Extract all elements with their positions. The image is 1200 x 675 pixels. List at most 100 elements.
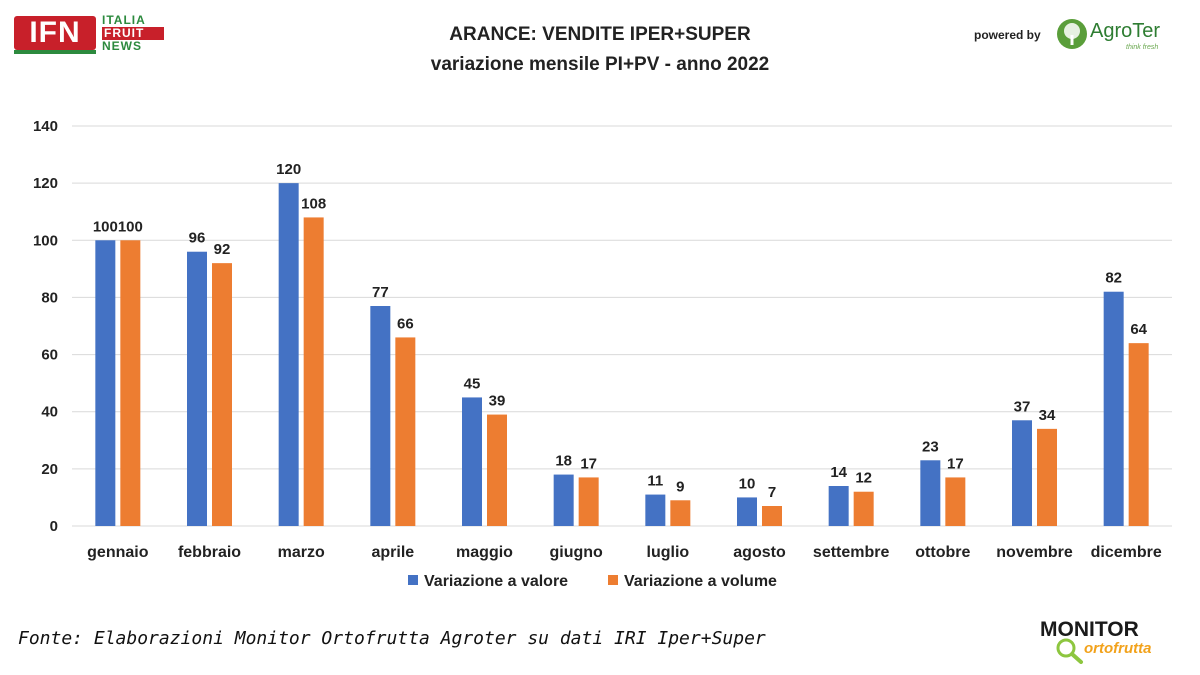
x-category-label: dicembre: [1091, 544, 1162, 561]
monitor-logo-bottom: ortofrutta: [1084, 640, 1152, 657]
x-category-label: aprile: [371, 544, 414, 561]
x-axis: gennaio febbraio marzo aprile maggio giugno lu…: [87, 544, 1162, 561]
y-tick-label: 0: [50, 518, 58, 535]
data-label-valore-marzo: 120: [276, 161, 301, 178]
bar-valore-agosto: [737, 497, 757, 526]
x-category-label: agosto: [733, 544, 786, 561]
tree-icon: [1057, 19, 1087, 49]
bar-volume-agosto: [762, 506, 782, 526]
x-category-label: giugno: [550, 544, 604, 561]
data-label-volume-ottobre: 17: [947, 455, 964, 472]
bar-volume-novembre: [1037, 428, 1057, 526]
y-axis: 0 20 40 60 80 100 120 140: [33, 118, 58, 535]
y-tick-label: 60: [41, 347, 58, 364]
y-tick-label: 100: [33, 232, 58, 249]
ifn-logo: IFN ITALIA FRUIT NEWS: [14, 14, 164, 54]
data-label-valore-ottobre: 23: [922, 438, 939, 455]
data-label-valore-dicembre: 82: [1105, 270, 1122, 287]
legend-swatch: [608, 575, 618, 585]
data-label-valore-aprile: 77: [372, 284, 389, 301]
bar-volume-ottobre: [945, 477, 966, 526]
data-label-valore-maggio: 45: [464, 375, 481, 392]
bar-volume-febbraio: [212, 263, 232, 526]
bar-valore-luglio: [645, 494, 666, 526]
ifn-logo-text: IFN: [29, 16, 81, 49]
bar-volume-dicembre: [1128, 343, 1149, 526]
data-label-valore-giugno: 18: [555, 453, 572, 470]
chart-bars: [95, 183, 1149, 527]
bar-valore-maggio: [462, 397, 482, 526]
x-category-label: ottobre: [915, 544, 970, 561]
bar-volume-maggio: [487, 414, 507, 526]
ifn-logo-line-italia: ITALIA: [102, 13, 146, 27]
bar-volume-aprile: [395, 337, 416, 526]
data-label-valore-settembre: 14: [830, 464, 847, 481]
chart-title-line2: variazione mensile PI+PV - anno 2022: [430, 54, 770, 75]
data-label-volume-marzo: 108: [301, 195, 326, 212]
y-tick-label: 40: [41, 404, 58, 421]
chart-title-line1: ARANCE: VENDITE IPER+SUPER: [449, 24, 751, 45]
x-category-label: luglio: [647, 544, 690, 561]
agroter-logo-tagline: think fresh: [1126, 44, 1159, 51]
x-category-label: maggio: [456, 544, 513, 561]
y-tick-label: 120: [33, 175, 58, 192]
x-category-label: marzo: [278, 544, 325, 561]
data-label-volume-aprile: 66: [397, 315, 414, 332]
data-label-volume-giugno: 17: [580, 455, 597, 472]
agroter-logo: AgroTer think fresh: [1056, 16, 1186, 56]
source-note: Fonte: Elaborazioni Monitor Ortofrutta A…: [18, 628, 766, 649]
ifn-logo-underline: [14, 50, 96, 54]
data-label-volume-febbraio: 92: [214, 241, 231, 258]
legend-label: Variazione a volume: [624, 573, 777, 590]
bar-volume-luglio: [670, 500, 691, 526]
magnifier-icon: [1056, 638, 1083, 664]
bar-valore-dicembre: [1103, 291, 1124, 526]
bar-valore-febbraio: [187, 251, 207, 526]
monitor-ortofrutta-logo: MONITOR ortofrutta: [1040, 618, 1180, 664]
y-tick-label: 140: [33, 118, 58, 135]
data-label-valore-novembre: 37: [1014, 398, 1031, 415]
bar-valore-marzo: [278, 183, 299, 526]
data-label-volume-settembre: 12: [855, 470, 872, 487]
bar-valore-novembre: [1012, 420, 1032, 526]
data-label-valore-agosto: 10: [739, 475, 756, 492]
monitor-logo-top: MONITOR: [1040, 618, 1139, 641]
x-category-label: febbraio: [178, 544, 241, 561]
data-label-volume-maggio: 39: [489, 393, 506, 410]
data-label-volume-gennaio: 100: [118, 218, 143, 235]
ifn-logo-line-fruit: FRUIT: [102, 27, 164, 40]
legend-label: Variazione a valore: [424, 573, 568, 590]
bar-volume-gennaio: [120, 240, 141, 527]
data-label-volume-luglio: 9: [676, 478, 684, 495]
y-tick-label: 80: [41, 289, 58, 306]
chart-gridlines: [72, 125, 1172, 527]
data-label-valore-gennaio: 100: [93, 218, 118, 235]
x-category-label: gennaio: [87, 544, 149, 561]
bar-volume-giugno: [578, 477, 599, 526]
x-category-label: novembre: [996, 544, 1073, 561]
bar-valore-ottobre: [920, 460, 941, 526]
powered-by-label: powered by: [974, 28, 1041, 42]
bar-valore-giugno: [553, 474, 574, 526]
data-label-volume-agosto: 7: [768, 484, 776, 501]
chart-title: ARANCE: VENDITE IPER+SUPER variazione me…: [300, 20, 900, 80]
data-label-valore-luglio: 11: [647, 473, 663, 490]
ifn-logo-mark: IFN: [14, 16, 96, 54]
data-label-volume-dicembre: 64: [1130, 321, 1147, 338]
chart-legend: Variazione a valore Variazione a volume: [408, 573, 777, 590]
x-category-label: settembre: [813, 544, 890, 561]
ifn-logo-line-news: NEWS: [102, 39, 142, 53]
data-label-valore-febbraio: 96: [189, 230, 206, 247]
ifn-logo-lines: ITALIA FRUIT NEWS: [102, 14, 164, 53]
y-tick-label: 20: [41, 461, 58, 478]
bar-volume-settembre: [853, 491, 874, 526]
bar-valore-settembre: [828, 486, 849, 526]
agroter-logo-name: AgroTer: [1090, 20, 1161, 42]
bar-volume-marzo: [303, 217, 324, 526]
bar-valore-aprile: [370, 306, 391, 526]
bar-valore-gennaio: [95, 240, 116, 527]
legend-swatch: [408, 575, 418, 585]
